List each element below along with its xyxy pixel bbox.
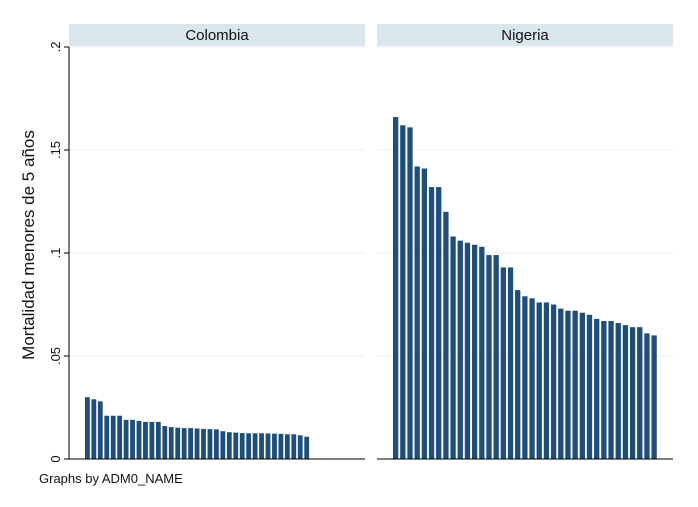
bar — [493, 255, 499, 459]
bar — [572, 310, 578, 459]
bar — [479, 246, 485, 459]
bar — [85, 397, 90, 459]
bar — [220, 431, 226, 459]
bar — [400, 125, 406, 459]
bar — [486, 255, 492, 459]
bar — [291, 434, 297, 459]
bar — [471, 244, 478, 459]
bar — [543, 302, 550, 459]
bar — [586, 314, 593, 459]
bar — [259, 433, 264, 459]
bar — [594, 318, 600, 459]
panel-nigeria: Nigeria — [377, 24, 673, 460]
panel-strip — [69, 24, 365, 46]
bar — [450, 236, 456, 459]
bar — [421, 168, 428, 460]
bar — [284, 434, 290, 459]
bar — [272, 433, 277, 459]
y-tick-label: 0 — [48, 455, 63, 462]
bar — [278, 433, 284, 459]
bar — [91, 399, 97, 459]
bar — [507, 267, 514, 459]
bar — [615, 323, 621, 459]
chart-note: Graphs by ADM0_NAME — [39, 471, 183, 486]
bar — [443, 211, 449, 459]
bar — [110, 415, 116, 459]
panels: Colombia Nigeria — [69, 24, 673, 460]
y-axis: 0 .05 .1 .15 .2 — [48, 42, 70, 463]
grid-lines — [69, 46, 673, 357]
bar — [188, 428, 193, 459]
bar — [457, 240, 463, 459]
y-tick-label: .05 — [48, 347, 63, 365]
bar — [239, 433, 245, 459]
bar — [651, 335, 657, 459]
bar — [629, 327, 636, 459]
bar — [529, 298, 535, 459]
bar — [558, 308, 564, 459]
panel-title: Colombia — [185, 27, 249, 44]
panel-title: Nigeria — [501, 27, 549, 44]
bar — [246, 433, 252, 459]
bar — [97, 401, 103, 459]
bar — [201, 428, 206, 459]
bar — [304, 436, 310, 459]
bar — [428, 187, 435, 459]
bar — [104, 415, 110, 459]
bar — [194, 428, 200, 459]
panel-colombia: Colombia — [69, 24, 365, 460]
bar — [252, 433, 258, 459]
bar — [149, 421, 155, 459]
bar — [123, 419, 129, 459]
bar — [162, 426, 168, 459]
bar — [181, 428, 187, 459]
bar — [136, 420, 142, 459]
bar — [522, 296, 528, 459]
panel-strip — [377, 24, 673, 46]
bar — [155, 421, 161, 459]
bar — [550, 304, 557, 459]
bar — [143, 421, 148, 459]
bar — [414, 166, 420, 460]
y-tick-label: .2 — [48, 42, 63, 53]
y-axis-title: Mortalidad menores de 5 años — [19, 130, 38, 360]
bar — [436, 187, 442, 459]
bar — [130, 419, 135, 459]
bar — [565, 310, 571, 459]
bar — [579, 312, 585, 459]
bar — [622, 325, 629, 459]
bar — [407, 127, 413, 459]
bar — [233, 432, 239, 459]
bar — [297, 435, 303, 459]
bar — [637, 327, 643, 459]
bar — [393, 117, 399, 459]
bar — [175, 427, 181, 459]
bar — [168, 427, 174, 459]
bar — [207, 429, 213, 459]
bar — [226, 432, 232, 459]
bar — [601, 320, 607, 459]
bar — [644, 333, 650, 459]
bar — [515, 290, 521, 459]
y-tick-label: .1 — [48, 248, 63, 259]
bar — [536, 302, 542, 459]
bar — [500, 267, 506, 459]
bar — [117, 415, 123, 459]
y-tick-label: .15 — [48, 141, 63, 159]
bar — [265, 433, 271, 459]
bar — [214, 429, 219, 459]
bar — [608, 320, 614, 459]
bar — [464, 242, 471, 459]
